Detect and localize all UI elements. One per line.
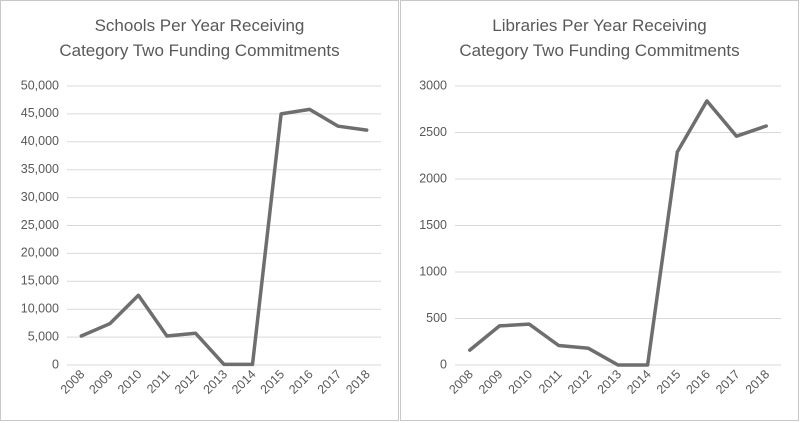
libraries-y-tick-label: 0 [440, 357, 447, 371]
schools-x-tick-label: 2017 [315, 367, 345, 397]
schools-y-tick-label: 50,000 [21, 78, 59, 92]
libraries-x-tick-label: 2010 [506, 367, 536, 397]
libraries-y-tick-label: 2500 [419, 125, 447, 139]
schools-x-tick-label: 2015 [258, 367, 288, 397]
libraries-x-tick-label: 2008 [446, 367, 476, 397]
schools-y-tick-label: 25,000 [21, 218, 59, 232]
libraries-x-tick-label: 2014 [624, 367, 654, 397]
schools-y-tick-label: 45,000 [21, 106, 59, 120]
libraries-y-tick-label: 500 [426, 311, 447, 325]
libraries-chart-title-line-1: Libraries Per Year Receiving [492, 16, 707, 35]
schools-series-line [79, 107, 369, 367]
libraries-chart-title-line-2: Category Two Funding Commitments [459, 41, 740, 60]
schools-x-tick-label: 2013 [201, 367, 231, 397]
libraries-x-tick-label: 2013 [595, 367, 625, 397]
libraries-chart-panel: Libraries Per Year Receiving Category Tw… [400, 0, 799, 421]
schools-line-chart: 0 5,000 10,000 15,000 20,000 25,000 30,000 35,0… [21, 78, 381, 397]
schools-x-tick-label: 2009 [86, 367, 116, 397]
schools-x-tick-label: 2018 [343, 367, 373, 397]
schools-x-tick-label: 2010 [115, 367, 145, 397]
libraries-x-tick-label: 2012 [565, 367, 595, 397]
libraries-x-tick-label: 2011 [536, 367, 565, 396]
schools-x-tick-label: 2016 [286, 367, 316, 397]
schools-x-tick-label: 2012 [172, 367, 202, 397]
schools-x-tick-label: 2014 [229, 367, 259, 397]
schools-y-tick-label: 40,000 [21, 134, 59, 148]
schools-y-tick-label: 10,000 [21, 301, 59, 315]
schools-y-tick-label: 0 [52, 357, 59, 371]
libraries-y-tick-label: 1500 [419, 218, 447, 232]
libraries-y-tick-label: 2000 [419, 171, 447, 185]
schools-chart-title-line-1: Schools Per Year Receiving [94, 16, 305, 35]
schools-chart-panel: Schools Per Year Receiving Category Two … [0, 0, 399, 421]
libraries-chart-title: Libraries Per Year Receiving Category Tw… [401, 13, 798, 63]
libraries-x-tick-label: 2015 [654, 367, 684, 397]
schools-y-tick-label: 20,000 [21, 246, 59, 260]
libraries-x-tick-label: 2016 [683, 367, 713, 397]
schools-x-tick-label: 2008 [58, 367, 88, 397]
schools-chart-title: Schools Per Year Receiving Category Two … [1, 13, 398, 63]
libraries-x-tick-label: 2017 [713, 367, 743, 397]
schools-y-tick-label: 15,000 [21, 274, 59, 288]
libraries-y-tick-label: 1000 [419, 264, 447, 278]
libraries-x-tick-label: 2009 [476, 367, 506, 397]
schools-chart-title-line-2: Category Two Funding Commitments [59, 41, 340, 60]
schools-y-tick-label: 35,000 [21, 162, 59, 176]
libraries-x-tick-label: 2018 [743, 367, 773, 397]
libraries-series-line [468, 99, 768, 367]
libraries-line-chart: 0 500 1000 1500 2000 2500 3000 2008 2009 2010 2011… [419, 78, 781, 397]
schools-x-tick-label: 2011 [144, 367, 173, 396]
schools-y-tick-label: 5,000 [28, 329, 59, 343]
schools-y-tick-label: 30,000 [21, 190, 59, 204]
libraries-y-tick-label: 3000 [419, 78, 447, 92]
